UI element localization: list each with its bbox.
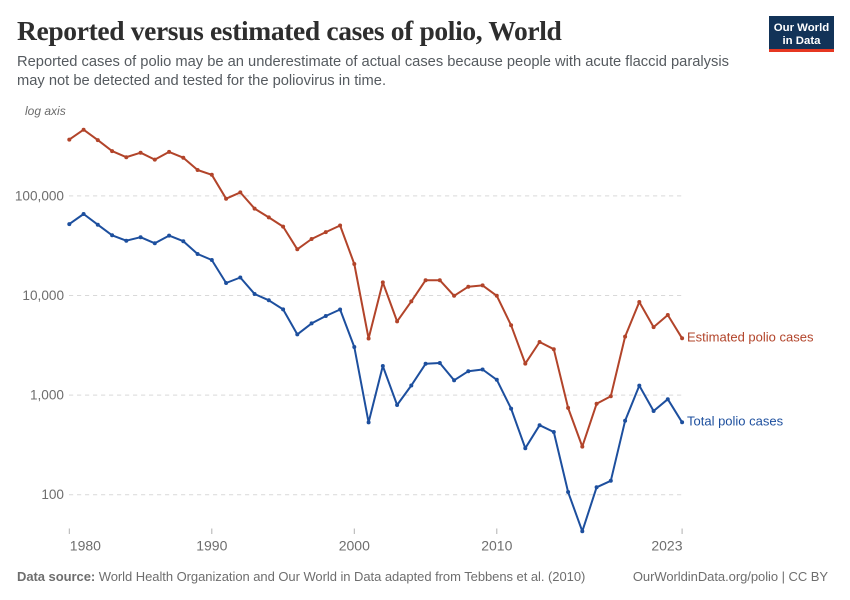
svg-text:Total polio cases: Total polio cases — [687, 414, 784, 429]
svg-text:100: 100 — [41, 487, 64, 502]
svg-text:2023: 2023 — [651, 538, 682, 554]
svg-text:100,000: 100,000 — [15, 188, 65, 203]
svg-text:1980: 1980 — [70, 538, 101, 554]
svg-text:2010: 2010 — [481, 538, 512, 554]
svg-text:1,000: 1,000 — [30, 388, 64, 403]
svg-text:Estimated polio cases: Estimated polio cases — [687, 330, 814, 345]
svg-text:1990: 1990 — [196, 538, 227, 554]
svg-text:10,000: 10,000 — [22, 288, 64, 303]
svg-text:2000: 2000 — [339, 538, 370, 554]
